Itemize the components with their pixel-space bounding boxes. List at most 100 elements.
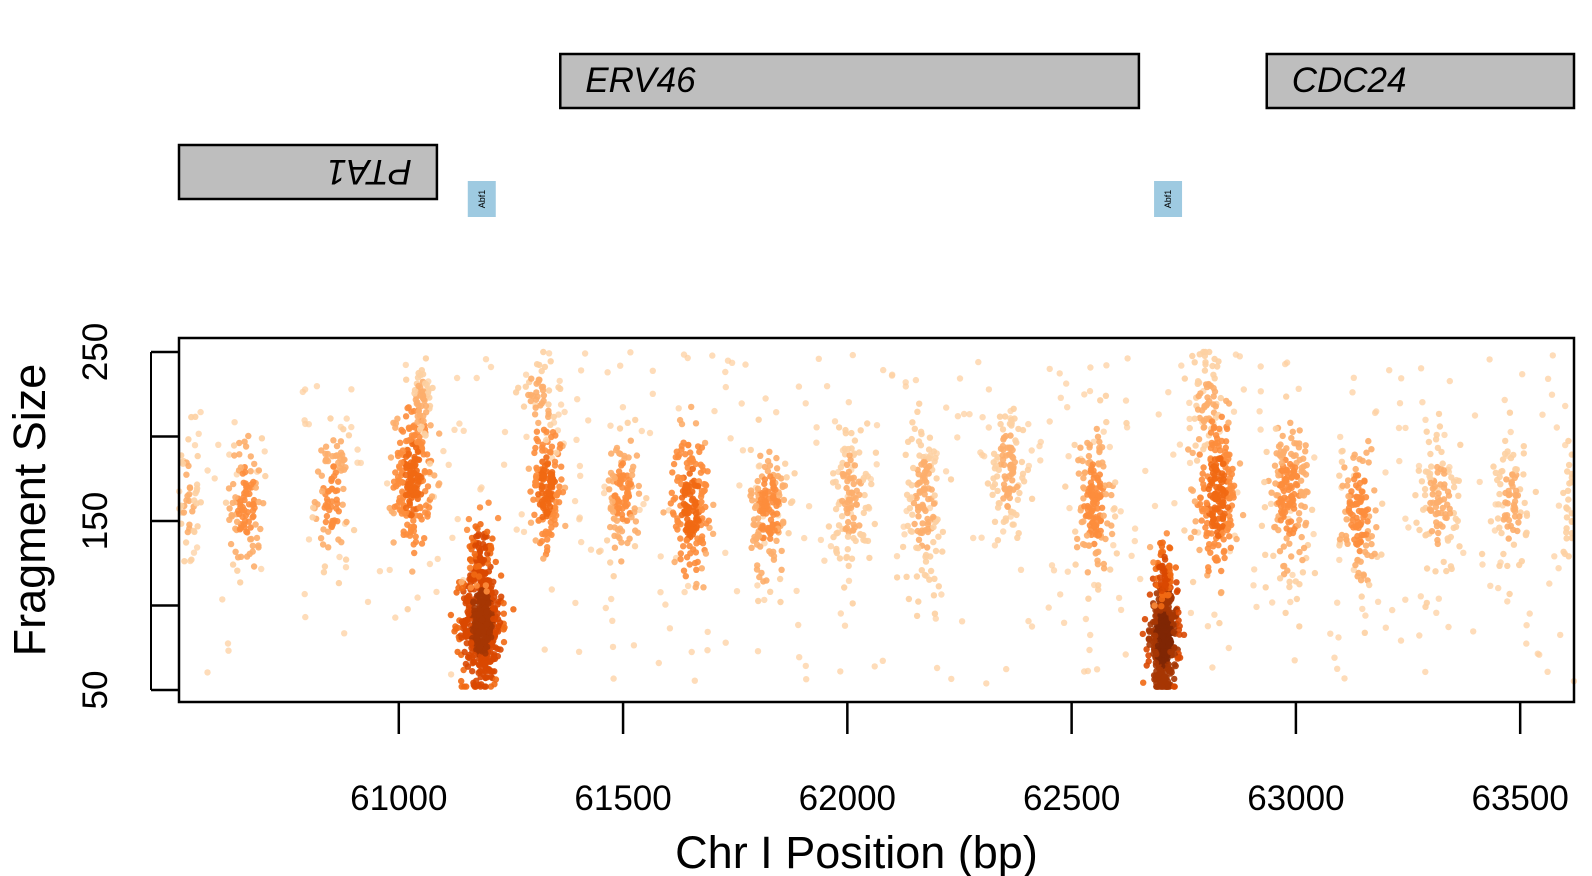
fragment-point [1081, 391, 1087, 397]
fragment-point [766, 449, 772, 455]
fragment-point [1080, 541, 1086, 547]
fragment-point [848, 430, 854, 436]
fragment-point [413, 444, 419, 450]
fragment-point [544, 544, 550, 550]
fragment-point [1544, 669, 1550, 675]
fragment-point [722, 369, 728, 375]
fragment-point [1296, 510, 1302, 516]
fragment-point [1170, 451, 1176, 457]
fragment-point [688, 456, 694, 462]
fragment-point [1460, 550, 1466, 556]
fragment-point [1416, 632, 1422, 638]
fragment-point [1216, 515, 1222, 521]
fragment-point [693, 581, 699, 587]
fragment-point [676, 452, 682, 458]
fragment-point [1261, 479, 1267, 485]
fragment-point [1300, 569, 1306, 575]
fragment-point [1084, 491, 1090, 497]
fragment-point [225, 648, 231, 654]
fragment-point [1013, 439, 1019, 445]
fragment-point [1405, 524, 1411, 530]
fragment-point [910, 465, 916, 471]
x-tick-label: 62000 [799, 779, 896, 818]
fragment-point [558, 401, 564, 407]
fragment-point [1287, 502, 1293, 508]
fragment-point [325, 488, 331, 494]
fragment-point [773, 455, 779, 461]
fragment-point [753, 536, 759, 542]
fragment-point [689, 649, 695, 655]
fragment-point [1106, 482, 1112, 488]
fragment-point [921, 459, 927, 465]
fragment-point [1416, 527, 1422, 533]
fragment-point [619, 484, 625, 490]
fragment-point [436, 430, 442, 436]
fragment-point [909, 482, 915, 488]
fragment-point [247, 551, 253, 557]
fragment-point [1413, 520, 1419, 526]
fragment-point [1085, 569, 1091, 575]
fragment-point [1205, 381, 1211, 387]
fragment-point [710, 531, 716, 537]
fragment-point [1104, 520, 1110, 526]
fragment-point [1166, 641, 1172, 647]
fragment-point [484, 621, 490, 627]
fragment-point [978, 535, 984, 541]
fragment-point [858, 532, 864, 538]
fragment-point [1206, 349, 1212, 355]
fragment-point [461, 595, 467, 601]
fragment-point [483, 356, 489, 362]
fragment-point [440, 448, 446, 454]
fragment-point [916, 438, 922, 444]
fragment-point [789, 498, 795, 504]
fragment-point [610, 644, 616, 650]
fragment-point [1551, 553, 1557, 559]
fragment-point [411, 390, 417, 396]
fragment-point [1092, 516, 1098, 522]
fragment-point [1196, 436, 1202, 442]
fragment-point [403, 454, 409, 460]
fragment-point [181, 509, 187, 515]
y-tick-label: 250 [76, 323, 115, 381]
x-axis-title: Chr I Position (bp) [675, 827, 1038, 876]
fragment-point [1046, 604, 1052, 610]
fragment-point [1220, 497, 1226, 503]
fragment-point [966, 411, 972, 417]
fragment-point [1201, 506, 1207, 512]
fragment-point [1200, 446, 1206, 452]
fragment-point [626, 536, 632, 542]
fragment-point [1520, 471, 1526, 477]
gene-label: ERV46 [585, 61, 696, 100]
fragment-point [615, 527, 621, 533]
fragment-point [907, 505, 913, 511]
fragment-point [924, 516, 930, 522]
fragment-point [464, 527, 470, 533]
fragment-point [1019, 475, 1025, 481]
fragment-point [483, 582, 489, 588]
fragment-point [403, 377, 409, 383]
fragment-point [427, 460, 433, 466]
fragment-point [251, 461, 257, 467]
fragment-point [778, 567, 784, 573]
fragment-point [636, 483, 642, 489]
fragment-point [1103, 419, 1109, 425]
fragment-point [1147, 591, 1153, 597]
fragment-point [387, 567, 393, 573]
fragment-point [948, 676, 954, 682]
fragment-point [1296, 386, 1302, 392]
fragment-point [1282, 509, 1288, 515]
fragment-point [1103, 393, 1109, 399]
fragment-point [1019, 459, 1025, 465]
fragment-point [451, 427, 457, 433]
fragment-point [1197, 351, 1203, 357]
fragment-point [262, 448, 268, 454]
fragment-point [1448, 534, 1454, 540]
fragment-point [407, 524, 413, 530]
fragment-point [1025, 467, 1031, 473]
fragment-point [528, 398, 534, 404]
fragment-point [1096, 532, 1102, 538]
fragment-point [1071, 442, 1077, 448]
fragment-point [465, 611, 471, 617]
fragment-point [842, 623, 848, 629]
fragment-point [343, 556, 349, 562]
